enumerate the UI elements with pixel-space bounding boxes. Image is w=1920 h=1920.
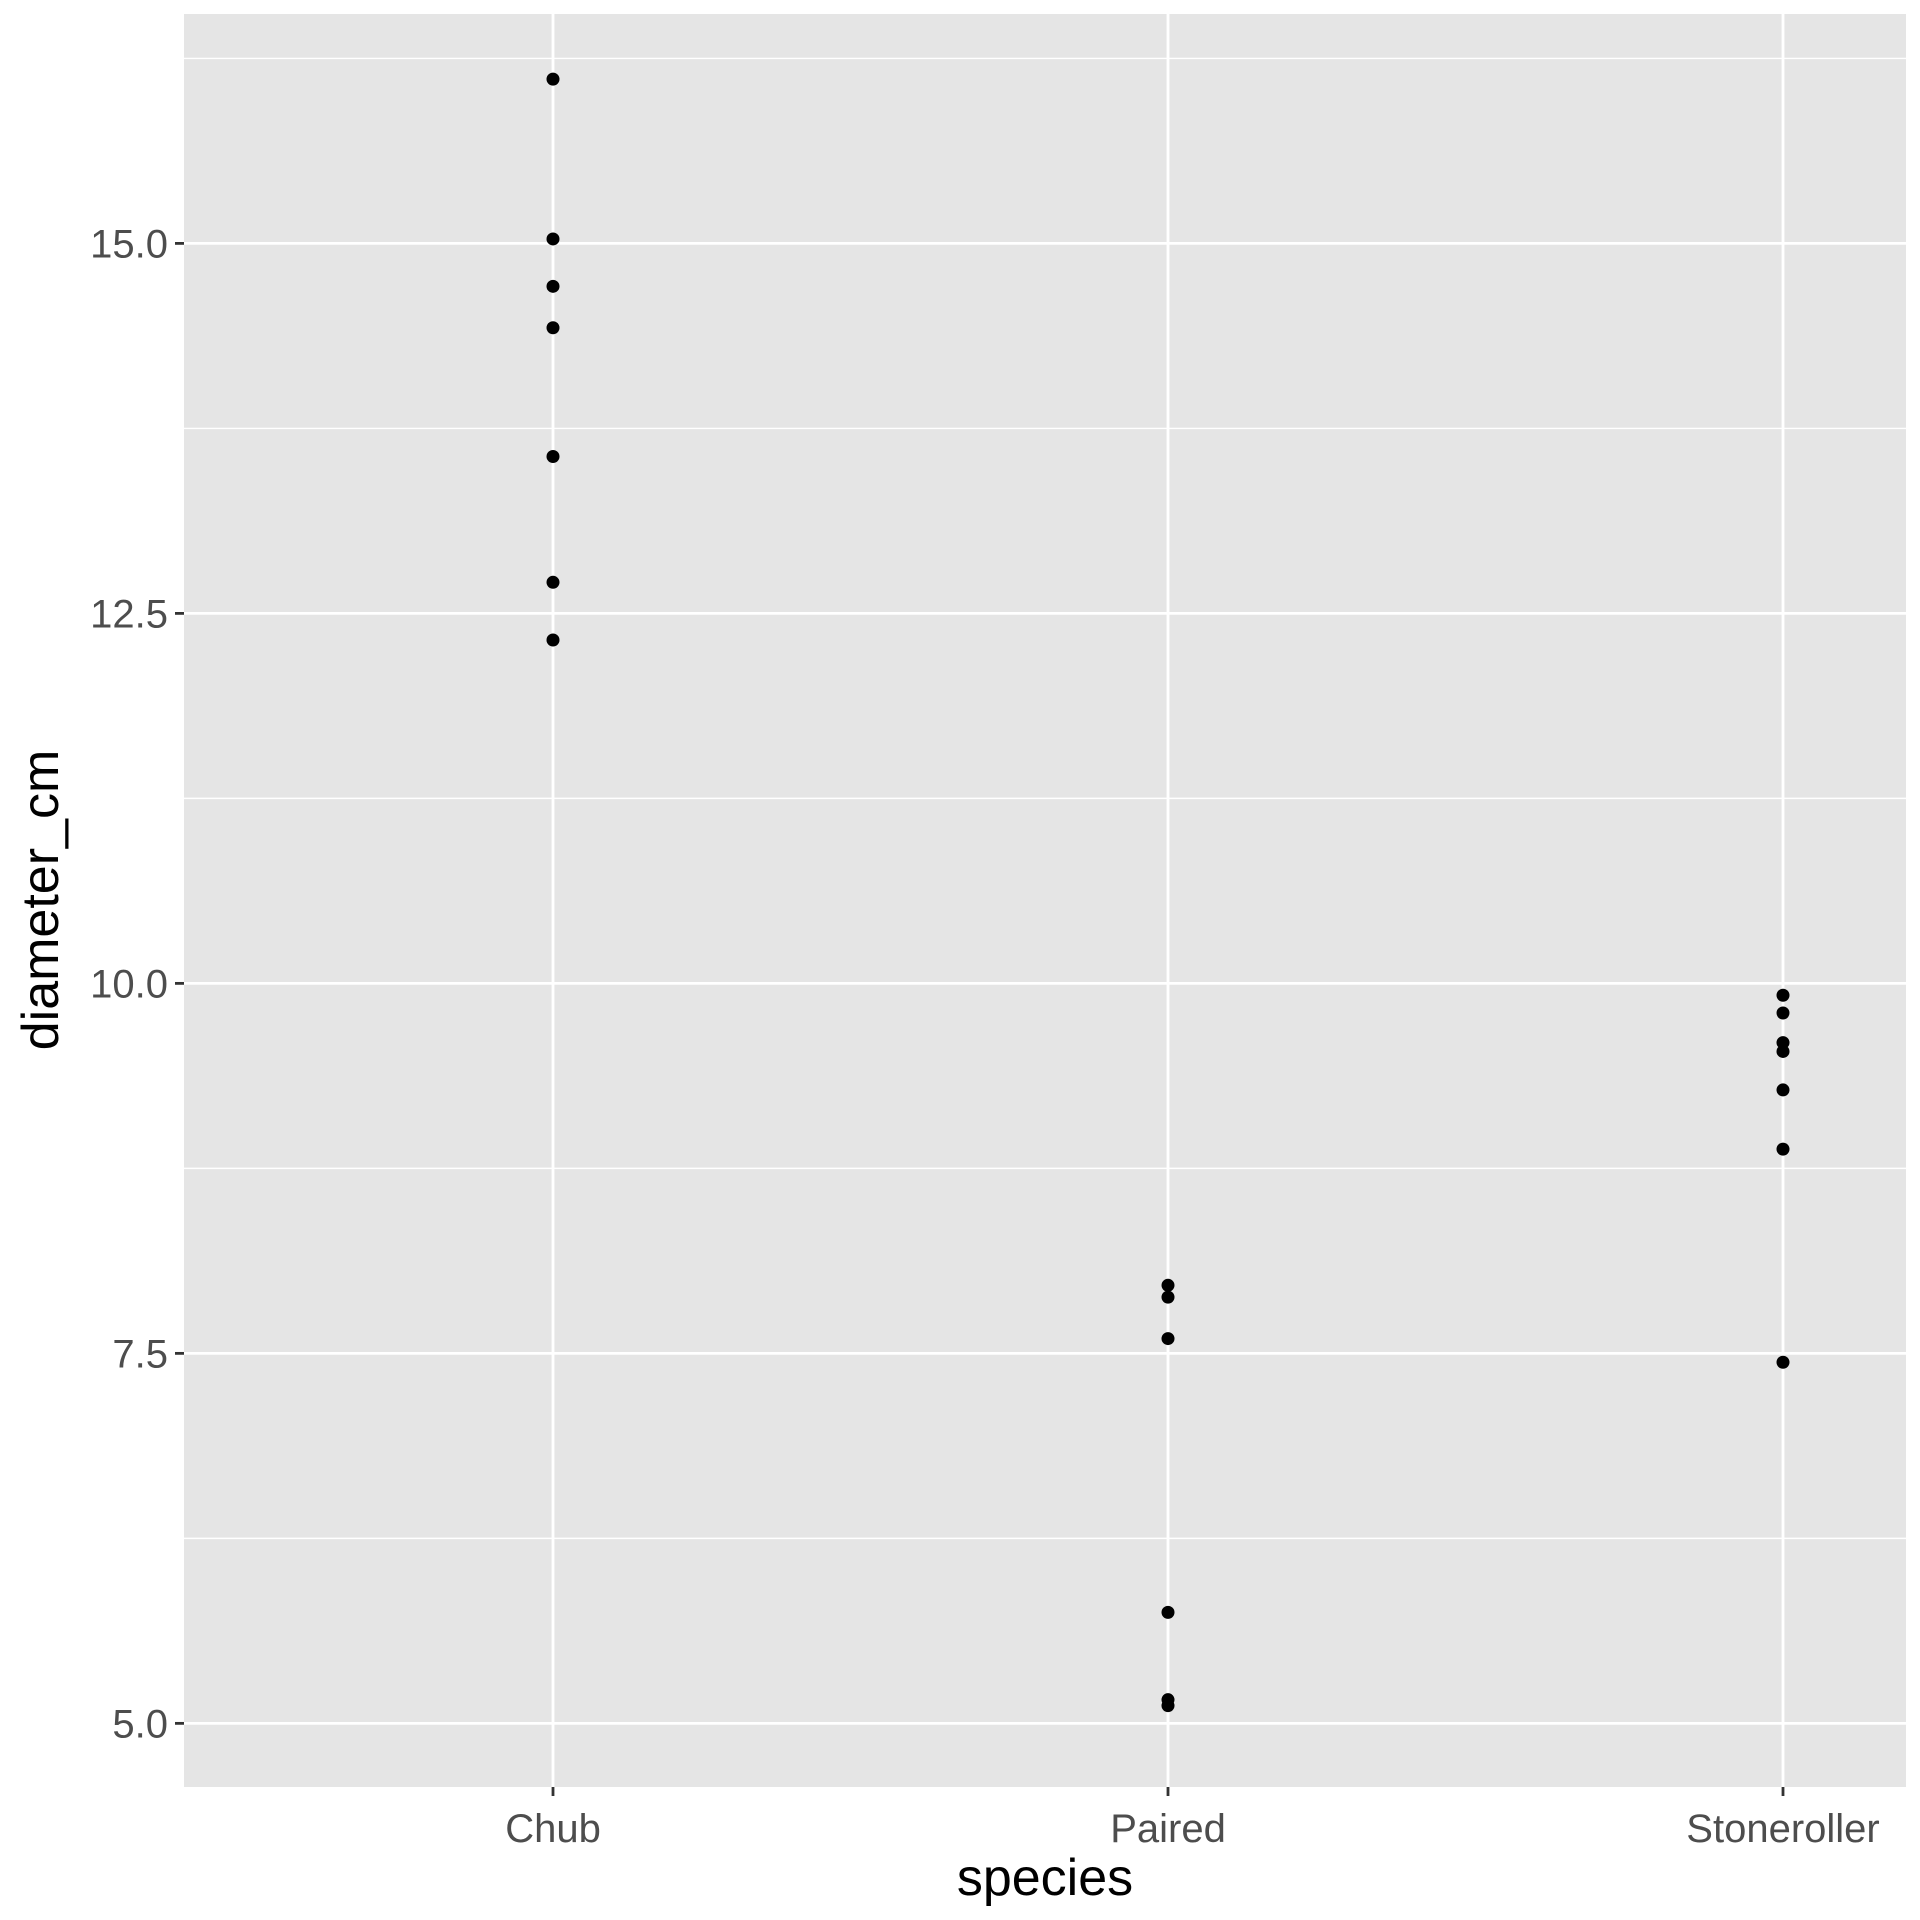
y-tick-label: 10.0 (90, 962, 168, 1006)
data-point (1776, 988, 1790, 1002)
data-point (1161, 1699, 1175, 1713)
data-point (546, 72, 560, 86)
y-axis-title: diameter_cm (12, 750, 70, 1051)
x-axis-title: species (957, 1849, 1133, 1907)
axis-ticks (175, 241, 1785, 1796)
y-tick-label: 15.0 (90, 222, 168, 266)
data-point (1776, 1355, 1790, 1369)
data-point (1776, 1036, 1790, 1050)
data-point (1161, 1332, 1175, 1346)
y-tick-label: 12.5 (90, 592, 168, 636)
data-point (546, 575, 560, 589)
x-tick-label: Stoneroller (1686, 1807, 1879, 1851)
data-point (546, 450, 560, 464)
data-point (546, 633, 560, 647)
y-tick-label: 7.5 (112, 1332, 168, 1376)
data-point (546, 321, 560, 335)
data-point (1776, 1083, 1790, 1097)
data-point (1161, 1290, 1175, 1304)
data-point (1776, 1006, 1790, 1020)
data-point (546, 279, 560, 293)
x-tick-label: Chub (505, 1807, 601, 1851)
x-tick-label: Paired (1110, 1807, 1226, 1851)
data-point (1161, 1605, 1175, 1619)
major-gridlines (184, 14, 1906, 1787)
data-point (1776, 1044, 1790, 1058)
x-axis-tick-labels: Chub Paired Stoneroller (505, 1807, 1880, 1851)
minor-gridlines (184, 57, 1906, 1540)
data-point (1161, 1278, 1175, 1292)
data-point (546, 232, 560, 246)
data-points (546, 72, 1790, 1713)
y-tick-label: 5.0 (112, 1702, 168, 1746)
y-axis-tick-labels: 5.0 7.5 10.0 12.5 15.0 (90, 222, 168, 1746)
data-point (1776, 1142, 1790, 1156)
plot-panel (184, 14, 1906, 1787)
